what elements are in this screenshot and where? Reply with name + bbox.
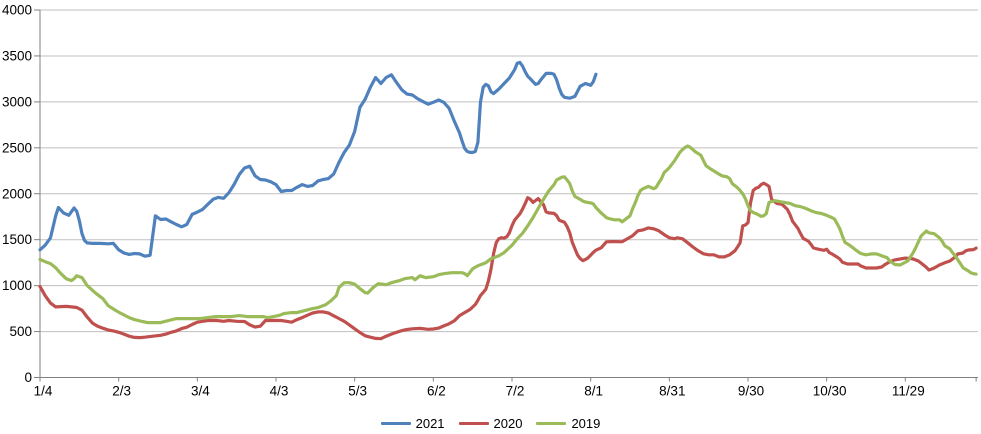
y-axis-label: 1500 (2, 232, 32, 247)
x-axis-label: 2/3 (112, 384, 131, 399)
x-axis-label: 1/4 (34, 384, 53, 399)
x-axis-label: 9/30 (738, 384, 764, 399)
x-axis-label: 7/2 (506, 384, 525, 399)
x-axis-label: 10/30 (813, 384, 847, 399)
x-axis-label: 8/1 (584, 384, 603, 399)
x-axis-label: 6/2 (427, 384, 446, 399)
x-axis-label: 11/29 (892, 384, 925, 399)
x-axis-label: 4/3 (270, 384, 289, 399)
y-axis-label: 4000 (2, 3, 32, 18)
series-line-2021 (38, 60, 598, 258)
series-line-2020 (38, 181, 978, 341)
y-axis-label: 3000 (2, 94, 32, 109)
y-axis-label: 3500 (2, 48, 32, 63)
y-axis-label: 2500 (2, 140, 32, 155)
y-axis-label: 2000 (2, 186, 32, 201)
series-line-2019 (38, 144, 978, 325)
x-axis-label: 8/31 (659, 384, 685, 399)
x-axis-label: 3/4 (191, 384, 210, 399)
y-axis-label: 500 (9, 324, 32, 339)
y-axis-label: 0 (24, 370, 32, 385)
x-axis-label: 5/3 (348, 384, 367, 399)
y-axis-label: 1000 (2, 278, 32, 293)
